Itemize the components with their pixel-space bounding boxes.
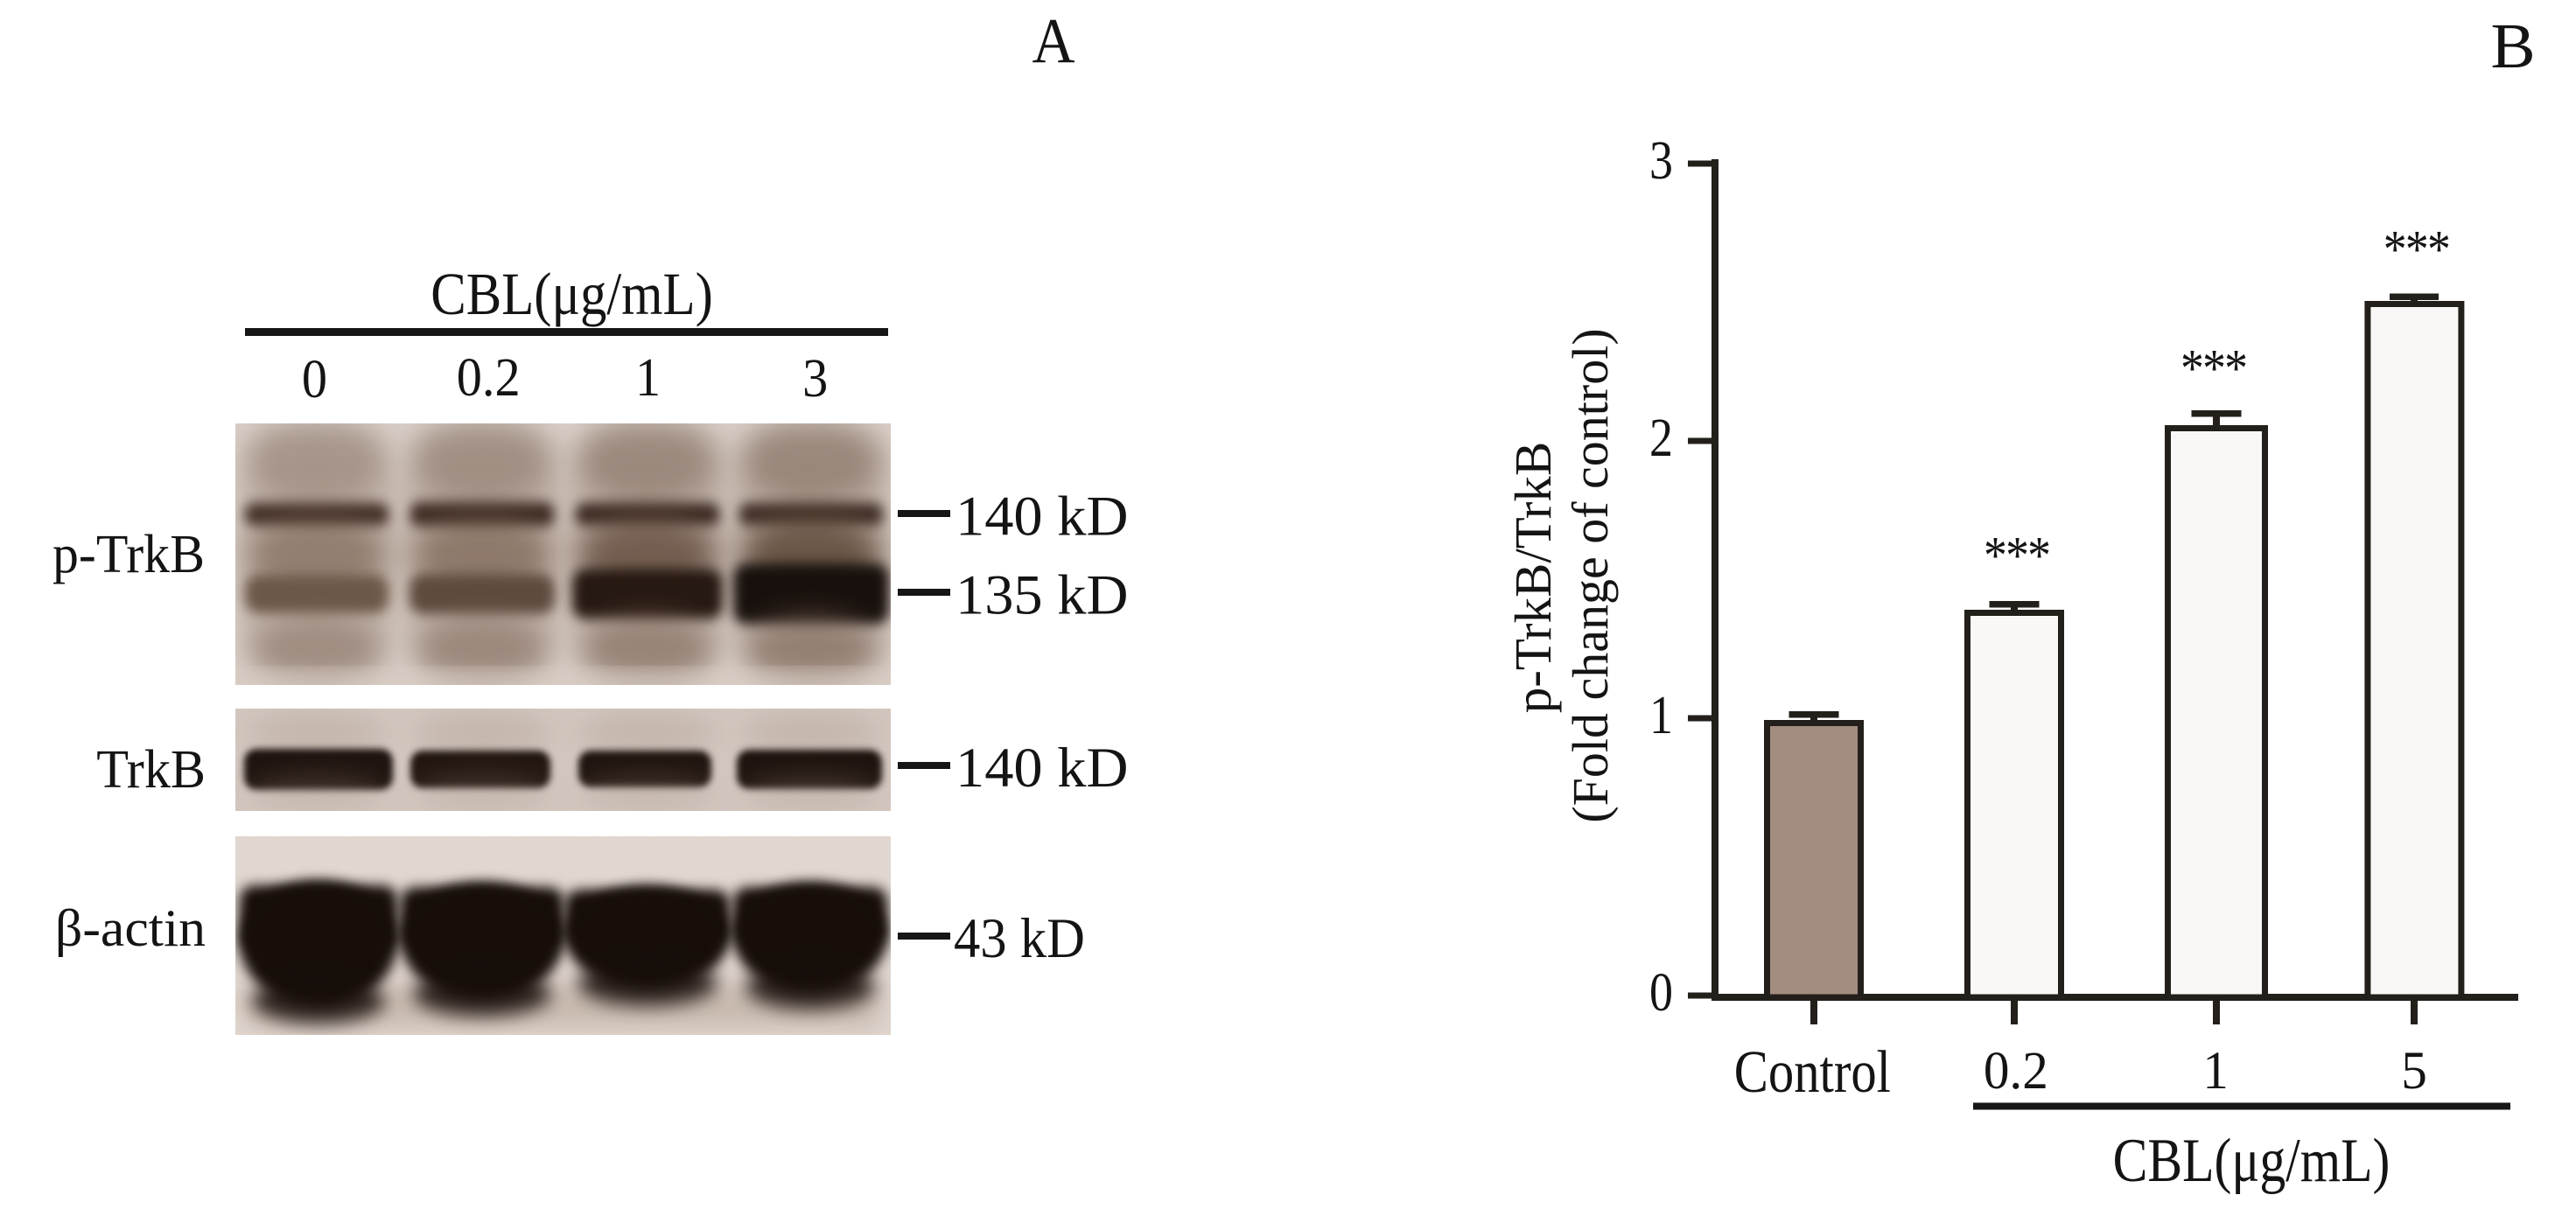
- svg-text:CBL(μg/mL): CBL(μg/mL): [2113, 1127, 2390, 1195]
- svg-text:5: 5: [2401, 1040, 2427, 1100]
- svg-text:p-TrkB: p-TrkB: [52, 525, 205, 584]
- svg-text:43 kD: 43 kD: [954, 906, 1085, 969]
- svg-text:3: 3: [1649, 130, 1673, 191]
- svg-text:2: 2: [1649, 408, 1673, 468]
- svg-text:*: *: [2224, 339, 2248, 398]
- svg-text:*: *: [2427, 220, 2451, 279]
- svg-text:*: *: [2202, 339, 2226, 398]
- svg-text:*: *: [2180, 339, 2204, 398]
- svg-text:Control: Control: [1734, 1038, 1891, 1106]
- svg-text:*: *: [1984, 527, 2007, 585]
- svg-text:A: A: [1032, 6, 1074, 77]
- svg-text:*: *: [2027, 527, 2051, 585]
- svg-text:β-actin: β-actin: [55, 900, 206, 958]
- svg-text:(Fold change of control): (Fold change of control): [1562, 328, 1619, 822]
- svg-text:140 kD: 140 kD: [956, 737, 1128, 800]
- svg-text:*: *: [2384, 220, 2407, 279]
- svg-text:0: 0: [1649, 962, 1673, 1023]
- svg-text:1: 1: [635, 347, 661, 408]
- svg-text:0.2: 0.2: [457, 347, 521, 408]
- svg-text:1: 1: [2202, 1040, 2229, 1100]
- svg-text:p-TrkB/TrkB: p-TrkB/TrkB: [1504, 442, 1562, 713]
- svg-text:3: 3: [802, 348, 828, 409]
- svg-text:*: *: [2006, 527, 2029, 585]
- svg-text:0: 0: [302, 349, 327, 409]
- svg-text:B: B: [2490, 11, 2535, 82]
- svg-text:*: *: [2405, 220, 2429, 279]
- svg-text:1: 1: [1649, 685, 1673, 745]
- svg-text:TrkB: TrkB: [96, 740, 206, 800]
- svg-text:CBL(μg/mL): CBL(μg/mL): [430, 261, 713, 327]
- svg-text:0.2: 0.2: [1984, 1040, 2048, 1100]
- svg-text:135 kD: 135 kD: [956, 564, 1128, 626]
- svg-text:140 kD: 140 kD: [956, 486, 1128, 548]
